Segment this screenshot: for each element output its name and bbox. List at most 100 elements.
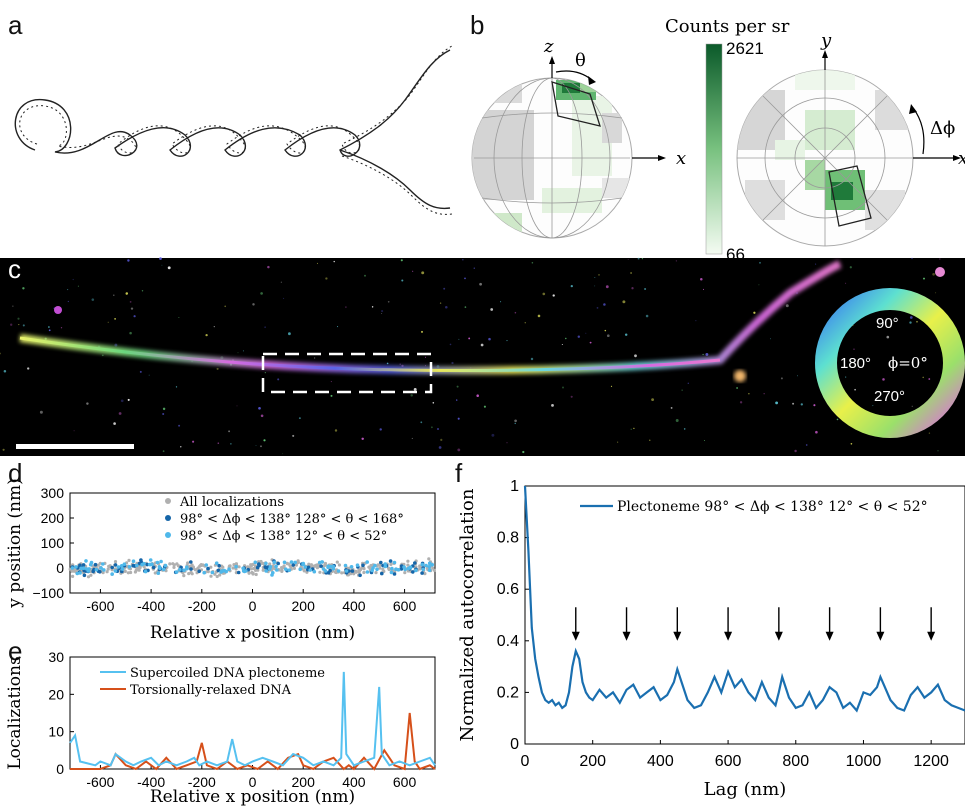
speckle — [277, 378, 280, 381]
speckle — [464, 306, 467, 308]
speckle — [0, 352, 1, 355]
speckle — [264, 372, 266, 374]
speckle — [794, 449, 797, 453]
y-tick-label: 0 — [56, 761, 64, 777]
speckle — [141, 290, 144, 292]
scatter-point — [142, 561, 146, 566]
scatter-point — [357, 570, 361, 574]
x-tick-label: 200 — [579, 753, 606, 770]
period-arrowhead — [724, 631, 733, 641]
speckle — [379, 428, 382, 431]
speckle — [739, 401, 743, 404]
scatter-point — [268, 565, 273, 569]
speckle — [73, 430, 75, 432]
series-line-0 — [69, 671, 436, 767]
speckle — [758, 284, 760, 286]
panel-label-c: c — [8, 254, 21, 284]
scatter-point — [321, 567, 326, 571]
speckle — [330, 394, 333, 397]
x-tick-label: 800 — [782, 753, 809, 770]
speckle — [932, 272, 935, 276]
scatter-point — [81, 563, 86, 567]
speckle — [911, 405, 913, 407]
scatter-point — [350, 569, 355, 573]
speckle — [436, 427, 440, 431]
speckle — [159, 257, 162, 260]
scatter-point — [403, 571, 407, 575]
chart-f-autocorrelation: 0 200 400 600 800 1000 1200 1 0.8 0.6 0.4 0.2 0 Lag (… — [457, 478, 965, 800]
sphere1-theta-label: θ — [575, 50, 586, 71]
scatter-points — [68, 557, 436, 579]
scatter-point — [268, 562, 272, 566]
speckle — [928, 432, 931, 434]
speckle — [139, 370, 142, 373]
panel-label-e: e — [8, 636, 23, 666]
period-arrowhead — [774, 631, 783, 641]
speckle — [800, 403, 803, 406]
speckle — [702, 288, 705, 290]
speckle — [705, 352, 709, 356]
speckle — [561, 344, 563, 345]
scatter-point — [373, 563, 377, 568]
speckle — [456, 385, 459, 388]
scale-bar — [16, 444, 134, 449]
speckle — [118, 412, 122, 415]
scatter-point — [379, 560, 383, 565]
speckle — [458, 338, 460, 340]
scatter-point — [101, 562, 105, 566]
speckle — [242, 350, 244, 352]
speckle — [260, 292, 263, 295]
scatter-point — [291, 563, 296, 567]
speckle — [325, 277, 328, 280]
scatter-point — [218, 573, 222, 577]
scatter-point — [206, 570, 210, 574]
scatter-point — [168, 562, 172, 566]
scatter-point — [314, 563, 318, 567]
speckle — [882, 378, 885, 381]
scatter-point — [280, 566, 284, 570]
scatter-point — [148, 558, 153, 562]
scatter-point — [215, 574, 219, 579]
scatter-point — [406, 563, 410, 567]
speckle — [114, 343, 118, 347]
speckle — [770, 338, 771, 340]
speckle — [213, 325, 215, 328]
speckle — [500, 301, 502, 303]
scatter-point — [312, 569, 317, 574]
speckle — [421, 271, 425, 275]
speckle — [651, 398, 655, 402]
scatter-point — [427, 557, 431, 561]
speckle — [633, 427, 635, 430]
scatter-point — [105, 570, 109, 574]
scatter-point — [106, 567, 110, 571]
speckle — [562, 386, 564, 389]
speckle — [3, 369, 7, 373]
speckle — [922, 376, 924, 379]
speckle — [702, 353, 704, 356]
speckle — [67, 289, 69, 291]
scatter-point — [255, 565, 260, 570]
scatter-point — [127, 558, 131, 562]
scatter-point — [292, 566, 296, 570]
scatter-point — [120, 567, 125, 571]
speckle — [161, 264, 163, 266]
scatter-point — [420, 562, 425, 567]
speckle — [420, 421, 423, 424]
x-tick-label: 200 — [292, 774, 316, 790]
speckle — [531, 261, 534, 264]
speckle — [421, 330, 423, 333]
speckle — [836, 418, 839, 421]
speckle — [456, 399, 458, 401]
scatter-point — [318, 570, 322, 574]
scatter-point — [87, 567, 91, 571]
scatter-point — [344, 569, 349, 573]
x-tick-label: 600 — [393, 774, 417, 790]
speckle — [443, 287, 446, 290]
scatter-point — [122, 562, 127, 566]
speckle — [630, 428, 632, 430]
scatter-point — [189, 567, 193, 571]
speckle — [178, 317, 180, 319]
scatter-point — [317, 560, 322, 565]
scatter-point — [247, 571, 251, 575]
speckle — [175, 386, 178, 388]
